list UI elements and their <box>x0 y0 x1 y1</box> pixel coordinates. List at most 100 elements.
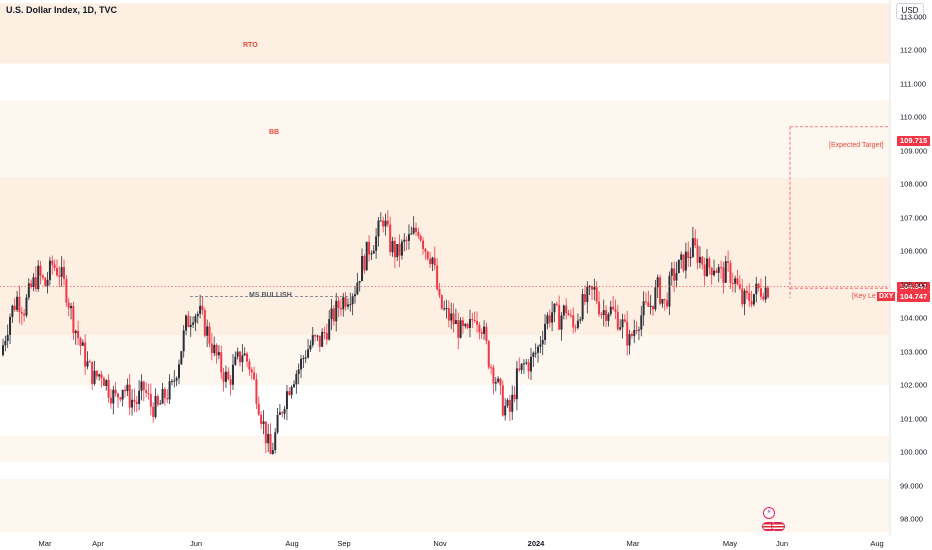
price-zone-band <box>0 479 890 533</box>
candle-up <box>4 341 7 346</box>
candle-up <box>309 345 312 350</box>
candle-up <box>154 396 157 417</box>
y-tick-label: 110.000 <box>900 112 927 122</box>
candle-up <box>752 294 755 305</box>
target-price-tag: 109.715 <box>897 136 931 146</box>
candle-down <box>88 361 91 363</box>
x-tick-label: Nov <box>433 539 447 548</box>
candle-down <box>337 300 340 308</box>
candle-up <box>196 313 199 317</box>
candle-down <box>626 321 629 346</box>
rto-zone-label: RTO <box>243 42 258 49</box>
candle-down <box>426 251 429 259</box>
candle-down <box>239 351 242 363</box>
candle-up <box>342 297 345 310</box>
candle-down <box>715 270 718 273</box>
candle-up <box>537 346 540 353</box>
candle-down <box>736 278 739 285</box>
bb-zone-label: BB <box>269 129 280 136</box>
candle-up <box>459 320 462 338</box>
candle-up <box>445 308 448 310</box>
candle-down <box>635 330 638 332</box>
candle-down <box>750 301 753 305</box>
candle-up <box>292 384 295 387</box>
candle-down <box>666 300 669 307</box>
candle-up <box>734 278 737 284</box>
candle-up <box>724 261 727 283</box>
x-tick-label: 2024 <box>527 539 545 548</box>
candle-up <box>213 344 216 354</box>
candle-down <box>53 264 56 269</box>
zones-layer <box>0 3 890 533</box>
candle-down <box>429 258 432 265</box>
candle-up <box>654 287 657 310</box>
candle-down <box>499 378 502 386</box>
y-tick-label: 100.000 <box>900 447 928 457</box>
candle-up <box>764 287 767 300</box>
candle-down <box>673 268 676 281</box>
x-tick-label: May <box>722 539 738 548</box>
candle-down <box>461 320 464 327</box>
candle-down <box>363 256 366 271</box>
candle-down <box>508 399 511 412</box>
candle-up <box>11 305 14 317</box>
candle-up <box>407 234 410 241</box>
candle-up <box>217 352 220 356</box>
ms-bullish-label: MS BULLISH <box>249 292 292 299</box>
candle-down <box>422 240 425 249</box>
candle-up <box>675 273 678 281</box>
candle-up <box>224 371 227 382</box>
candle-up <box>713 270 716 276</box>
candle-down <box>567 313 570 316</box>
candle-up <box>356 282 359 295</box>
candle-down <box>710 267 713 276</box>
candle-down <box>729 263 732 284</box>
candle-up <box>375 236 378 251</box>
candle-down <box>616 311 619 330</box>
candle-down <box>119 397 122 400</box>
y-tick-label: 104.000 <box>900 313 928 323</box>
lightning-event-icon[interactable]: ⚡ <box>763 507 775 519</box>
candle-down <box>466 324 469 328</box>
candle-down <box>145 390 148 393</box>
candle-up <box>637 329 640 331</box>
candle-down <box>419 236 422 241</box>
candle-down <box>250 369 253 373</box>
candle-up <box>353 294 356 297</box>
candle-up <box>553 303 556 313</box>
candle-down <box>741 288 744 305</box>
candle-up <box>560 315 563 330</box>
currency-button[interactable]: USD <box>896 3 924 19</box>
candle-up <box>307 349 310 358</box>
candle-down <box>187 315 190 327</box>
candle-down <box>687 251 690 259</box>
candle-down <box>84 342 87 367</box>
candle-up <box>403 239 406 242</box>
candle-up <box>529 356 532 372</box>
us-flag-icon[interactable] <box>771 522 785 531</box>
candle-up <box>391 240 394 253</box>
candle-up <box>25 297 28 316</box>
x-tick-label: Aug <box>870 539 884 548</box>
candle-down <box>600 314 603 316</box>
candle-up <box>511 394 514 412</box>
candle-up <box>262 421 265 424</box>
candle-up <box>670 268 673 276</box>
candle-down <box>332 308 335 322</box>
candle-down <box>152 406 155 417</box>
candle-down <box>405 239 408 241</box>
candle-up <box>60 267 63 277</box>
y-tick-label: 102.000 <box>900 380 928 390</box>
y-tick-label: 111.000 <box>900 79 926 89</box>
candle-down <box>95 370 98 377</box>
candle-up <box>121 389 124 400</box>
candle-down <box>368 241 371 255</box>
candle-down <box>527 362 530 372</box>
candle-up <box>586 286 589 303</box>
candle-up <box>656 277 659 288</box>
candle-down <box>124 389 127 392</box>
expected-target-label: [Expected Target] <box>829 142 884 149</box>
price-zone-band <box>0 177 890 335</box>
candle-down <box>572 315 575 328</box>
